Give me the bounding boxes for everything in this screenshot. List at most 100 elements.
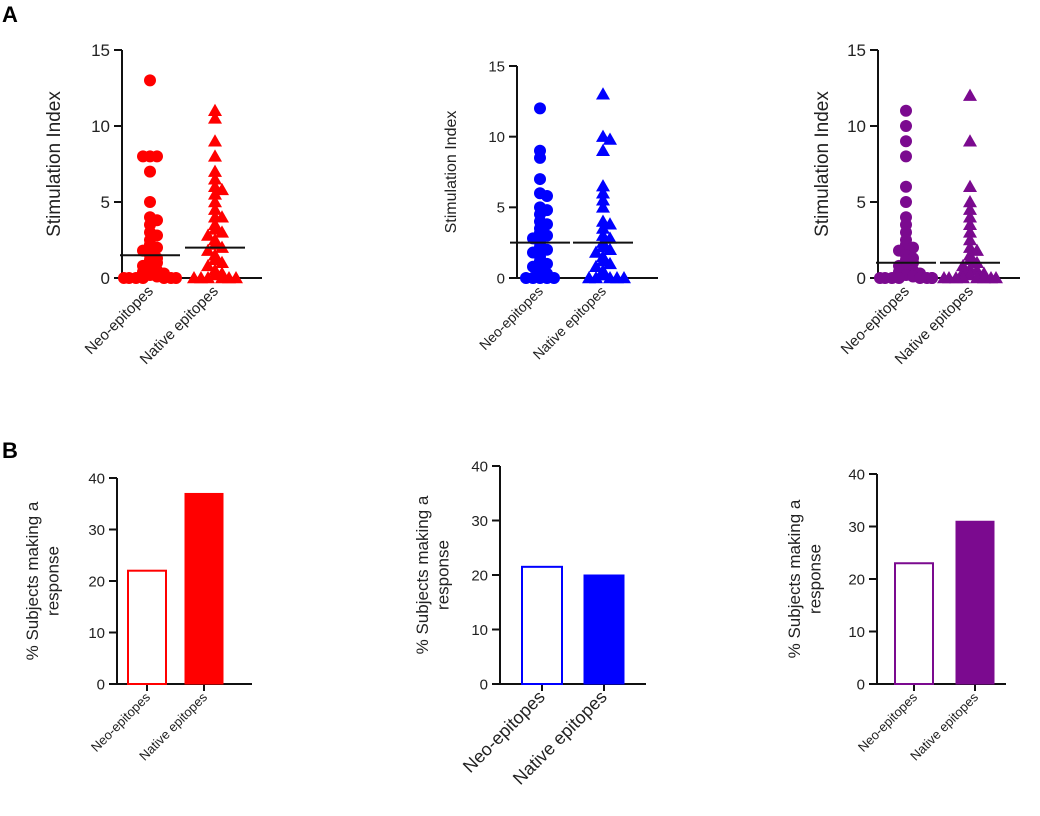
data-point xyxy=(963,210,977,223)
y-tick-label: 20 xyxy=(88,573,105,590)
data-point xyxy=(215,255,229,269)
y-tick-label: 30 xyxy=(848,519,865,536)
y-tick-label: 5 xyxy=(857,193,866,212)
data-point xyxy=(963,179,977,193)
data-point xyxy=(208,111,222,124)
y-axis-label-line: % Subjects making a xyxy=(785,499,804,658)
y-tick-label: 15 xyxy=(488,58,505,75)
y-tick-label: 10 xyxy=(488,129,505,146)
data-point xyxy=(970,243,984,256)
y-tick-label: 15 xyxy=(91,41,110,60)
data-point xyxy=(596,87,610,100)
data-point xyxy=(596,200,610,213)
y-tick-label: 10 xyxy=(847,117,866,136)
data-point xyxy=(208,103,222,117)
data-point xyxy=(151,150,163,163)
y-tick-label: 10 xyxy=(88,625,105,642)
bar xyxy=(894,562,934,685)
data-point xyxy=(137,150,149,163)
y-tick-label: 40 xyxy=(471,458,488,475)
y-tick-label: 0 xyxy=(97,676,105,693)
data-point xyxy=(900,120,912,132)
panel-label-b: B xyxy=(2,438,18,463)
data-point xyxy=(144,196,156,208)
data-point xyxy=(603,231,617,244)
y-axis-label: Stimulation Index xyxy=(443,111,460,234)
y-tick-label: 30 xyxy=(471,513,488,530)
data-point xyxy=(603,256,617,270)
data-point xyxy=(900,196,912,208)
data-point xyxy=(208,202,222,215)
data-point xyxy=(144,74,156,87)
y-tick-label: 40 xyxy=(848,466,865,483)
data-point xyxy=(596,193,610,206)
data-point xyxy=(215,182,229,196)
y-tick-label: 10 xyxy=(471,622,488,639)
data-point xyxy=(963,88,977,101)
data-point xyxy=(208,149,222,162)
data-point xyxy=(229,271,243,284)
data-point xyxy=(208,134,222,147)
data-point xyxy=(603,242,617,255)
y-axis-label-line: response xyxy=(805,544,824,614)
data-point xyxy=(534,173,546,186)
data-point xyxy=(208,164,222,177)
data-point xyxy=(963,225,977,238)
data-point xyxy=(596,221,610,234)
y-axis-label-line: response xyxy=(433,540,452,610)
y-axis-label-line: % Subjects making a xyxy=(413,495,432,654)
y-axis-label: % Subjects making aresponse xyxy=(23,501,62,660)
data-point xyxy=(900,104,912,117)
bar xyxy=(583,574,625,685)
data-point xyxy=(963,134,977,147)
data-point xyxy=(208,172,222,185)
data-point xyxy=(541,190,553,203)
data-point xyxy=(170,272,182,284)
data-point xyxy=(926,272,938,284)
data-point xyxy=(900,180,912,193)
data-point xyxy=(900,135,912,148)
y-tick-label: 5 xyxy=(497,200,505,217)
data-point xyxy=(215,210,229,223)
data-point xyxy=(907,241,919,254)
y-tick-label: 10 xyxy=(848,624,865,641)
data-point xyxy=(900,150,912,163)
data-point xyxy=(520,272,532,284)
y-tick-label: 0 xyxy=(497,270,505,287)
data-point xyxy=(151,241,163,254)
y-tick-label: 15 xyxy=(847,41,866,60)
data-point xyxy=(534,102,546,115)
bar xyxy=(521,565,563,686)
data-point xyxy=(596,186,610,199)
data-point xyxy=(187,271,201,284)
x-tick-label: Neo-epitopes xyxy=(855,689,921,755)
data-point xyxy=(534,151,546,164)
data-point xyxy=(215,225,229,238)
bar xyxy=(184,492,224,685)
y-axis-label-line: response xyxy=(43,546,62,616)
data-point xyxy=(589,259,603,272)
data-point xyxy=(596,179,610,192)
y-axis-label: Stimulation Index xyxy=(44,91,65,237)
data-point xyxy=(603,132,617,145)
data-point xyxy=(963,217,977,231)
data-point xyxy=(617,271,631,284)
x-tick-label: Neo-epitopes xyxy=(476,283,546,353)
y-tick-label: 0 xyxy=(480,676,488,693)
data-point xyxy=(208,187,222,200)
y-tick-label: 10 xyxy=(91,117,110,136)
data-point xyxy=(118,272,130,284)
y-tick-label: 40 xyxy=(88,470,105,487)
y-tick-label: 0 xyxy=(101,269,110,288)
y-axis-label: % Subjects making aresponse xyxy=(785,499,824,658)
data-point xyxy=(589,245,603,258)
data-point xyxy=(208,195,222,208)
bar xyxy=(955,520,995,685)
data-point xyxy=(548,272,560,284)
data-point xyxy=(963,195,977,208)
